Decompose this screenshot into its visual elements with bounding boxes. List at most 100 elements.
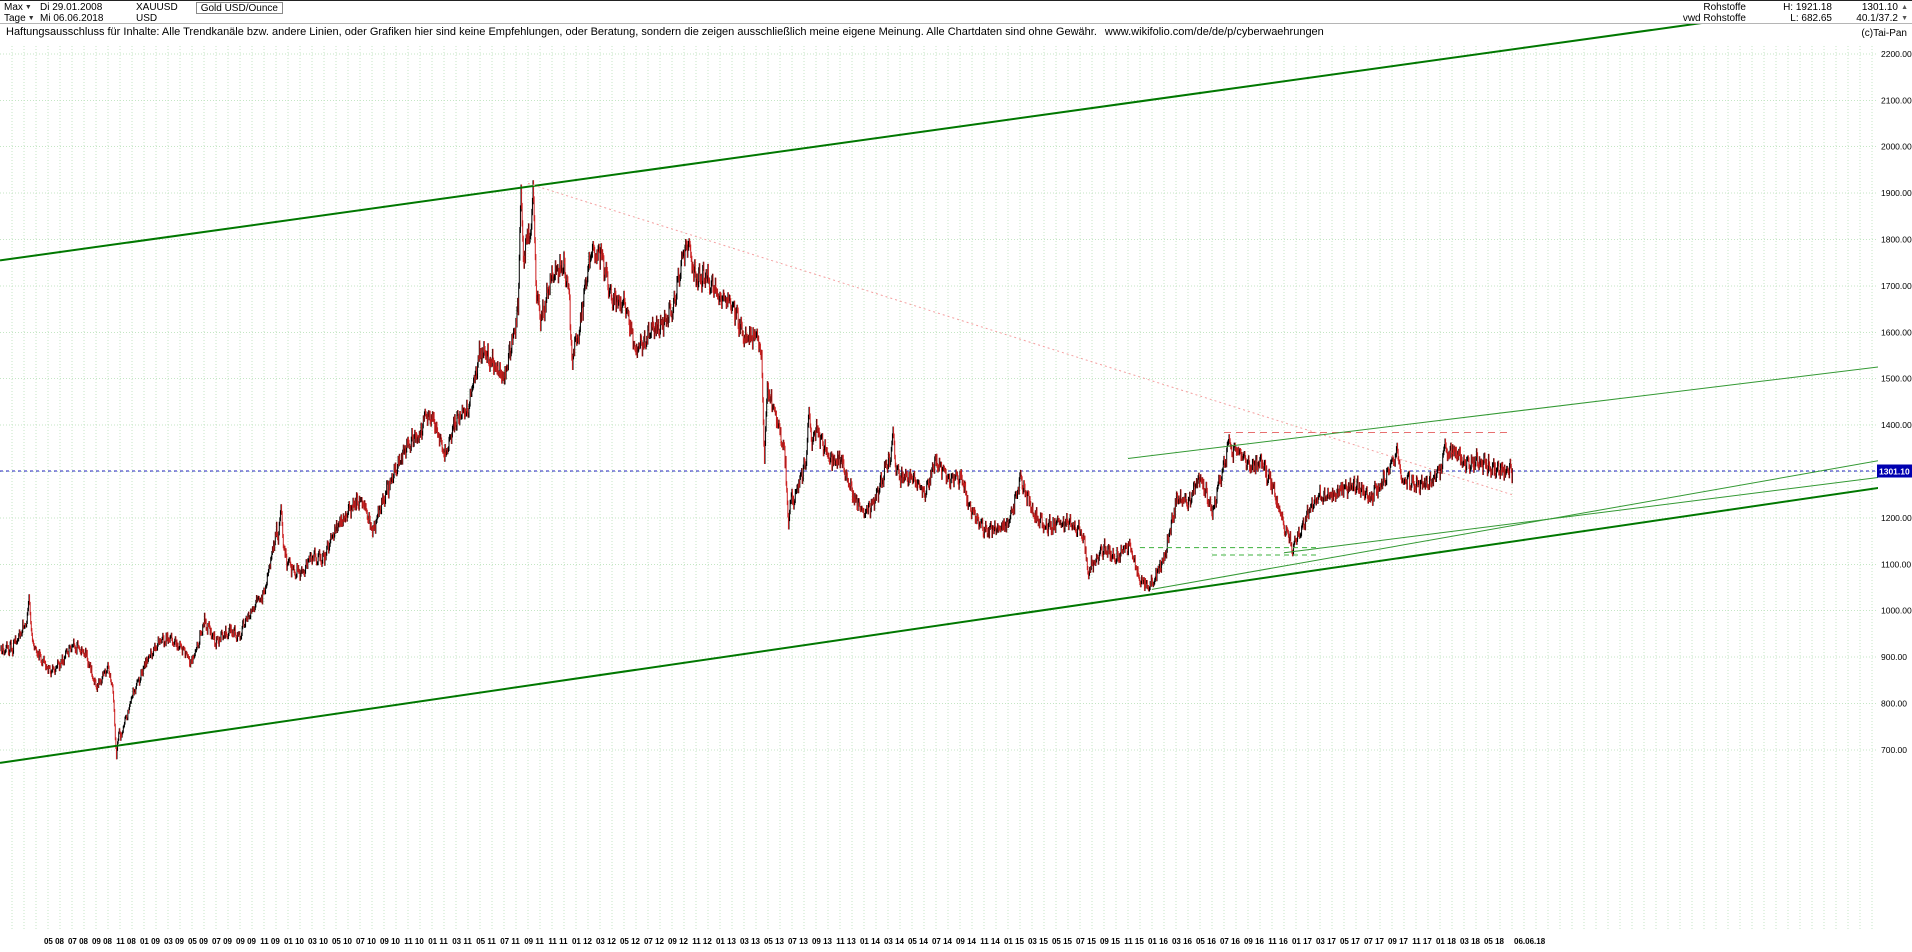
y-axis-label: 900.00	[1881, 652, 1907, 662]
chart-header: Max ▼ Di 29.01.2008 XAUUSD Gold USD/Ounc…	[0, 0, 1912, 24]
y-axis-label: 1500.00	[1881, 374, 1912, 384]
x-axis-label: 01 15	[1004, 937, 1025, 946]
period-selector-label: Tage	[4, 13, 26, 24]
x-axis-label: 07 16	[1220, 937, 1241, 946]
x-axis-label: 01 09	[140, 937, 161, 946]
x-axis-label: 11 13	[836, 937, 856, 946]
x-axis-label: 05 13	[764, 937, 785, 946]
x-axis-label: 11 17	[1412, 937, 1432, 946]
stat-text: 40.1/37.2	[1856, 13, 1898, 24]
alltime-high: H: 1921.18	[1783, 2, 1832, 13]
y-axis-label: 1900.00	[1881, 188, 1912, 198]
currency-label: USD	[136, 13, 158, 24]
price-chart[interactable]: 700.00 800.00 900.00 1000.00 1100.00 1200.00 1…	[0, 24, 1912, 952]
x-axis-label: 01 18	[1436, 937, 1457, 946]
candles-up	[0, 180, 1513, 760]
x-axis-label: 01 11	[428, 937, 448, 946]
x-axis-label: 09 12	[668, 937, 689, 946]
x-axis-label: 03 13	[740, 937, 761, 946]
header-row-2: Tage ▼ Mi 06.06.2018 USD vwd Rohstoffe L…	[0, 13, 1912, 24]
last-price-badge	[1877, 464, 1912, 478]
x-axis-label: 11 09	[260, 937, 280, 946]
x-axis-label: 11 10	[404, 937, 424, 946]
start-date: Di 29.01.2008	[40, 2, 103, 13]
y-axis-label: 2000.00	[1881, 142, 1912, 152]
x-axis-label: 03 18	[1460, 937, 1481, 946]
copyright-label: (c)Tai-Pan	[1861, 28, 1907, 39]
x-axis-label: 03 14	[884, 937, 905, 946]
y-axis-label: 1400.00	[1881, 420, 1912, 430]
y-axis-label: 1700.00	[1881, 281, 1912, 291]
last-price-badge-text: 1301.10	[1879, 467, 1910, 477]
x-axis-label: 01 13	[716, 937, 737, 946]
trendline-channel-lower[interactable]	[0, 485, 1896, 764]
period-selector[interactable]: Tage ▼	[4, 13, 40, 24]
x-axis-label: 07 09	[212, 937, 233, 946]
chevron-down-icon: ▼	[27, 15, 35, 22]
last-price-text: 1301.10	[1861, 2, 1898, 13]
x-axis-label: 07 17	[1364, 937, 1385, 946]
x-axis-label: 05 09	[188, 937, 209, 946]
x-axis-label: 05 17	[1340, 937, 1361, 946]
range-selector-label: Max	[4, 2, 23, 13]
x-axis-label: 09 16	[1244, 937, 1265, 946]
grid-vertical	[11, 46, 1873, 930]
x-axis-label: 11 11	[548, 937, 568, 946]
x-axis-label: 03 09	[164, 937, 185, 946]
x-axis-label: 09 17	[1388, 937, 1409, 946]
chevron-down-icon: ▼	[24, 4, 32, 11]
y-axis-label: 2200.00	[1881, 49, 1912, 59]
x-axis-label: 07 08	[68, 937, 89, 946]
trendline-fan-upper-thin[interactable]	[1127, 365, 1896, 459]
header-row-1: Max ▼ Di 29.01.2008 XAUUSD Gold USD/Ounc…	[0, 1, 1912, 14]
trendline-channel-upper[interactable]	[0, 24, 1896, 262]
x-axis-label: 03 12	[596, 937, 617, 946]
x-axis-label: 01 14	[860, 937, 881, 946]
y-axis-label: 800.00	[1881, 699, 1907, 709]
y-axis-label: 1100.00	[1881, 559, 1911, 569]
trendline-support2-thin[interactable]	[1283, 475, 1896, 554]
y-axis-label: 1600.00	[1881, 327, 1912, 337]
y-axis-label: 1200.00	[1881, 513, 1912, 523]
group-label: Rohstoffe	[1703, 2, 1746, 13]
x-axis-label: 07 14	[932, 937, 953, 946]
y-axis-label: 1800.00	[1881, 235, 1912, 245]
x-axis-label: 03 17	[1316, 937, 1337, 946]
x-axis-label: 05 15	[1052, 937, 1073, 946]
x-axis-label: 05 18	[1484, 937, 1505, 946]
range-selector[interactable]: Max ▼	[4, 2, 40, 13]
instrument-name[interactable]: Gold USD/Ounce	[195, 1, 283, 14]
x-axis-label: 03 10	[308, 937, 329, 946]
trendline-support-thin[interactable]	[1151, 458, 1896, 590]
x-axis-label: 01 12	[572, 937, 593, 946]
x-axis-label: 05 08	[44, 937, 65, 946]
symbol-label: XAUUSD	[136, 2, 178, 13]
x-axis-label: 09 13	[812, 937, 833, 946]
up-arrow-icon: ▲	[1901, 4, 1908, 11]
x-axis-label: 09 09	[236, 937, 257, 946]
x-axis-label: 05 10	[332, 937, 353, 946]
x-axis-label: 05 12	[620, 937, 641, 946]
x-axis-label: 09 14	[956, 937, 977, 946]
grid-horizontal	[0, 53, 1878, 751]
x-axis-label: 01 17	[1292, 937, 1313, 946]
x-axis-label: 07 11	[500, 937, 520, 946]
feed-label: vwd Rohstoffe	[1682, 13, 1746, 24]
y-axis-label: 700.00	[1881, 745, 1907, 755]
x-axis-label: 11 08	[116, 937, 136, 946]
down-arrow-icon: ▼	[1901, 15, 1908, 22]
x-axis-label: 03 11	[452, 937, 472, 946]
x-axis-label: 07 10	[356, 937, 377, 946]
disclaimer: Haftungsausschluss für Inhalte: Alle Tre…	[6, 26, 1324, 38]
candles-down	[1, 180, 1513, 760]
wikifolio-link[interactable]: www.wikifolio.com/de/de/p/cyberwaehrunge…	[1104, 26, 1324, 38]
x-axis-label: 07 15	[1076, 937, 1097, 946]
x-axis-label: 11 16	[1268, 937, 1288, 946]
x-axis-label: 03 16	[1172, 937, 1193, 946]
trendline-downtrend-dotted[interactable]	[527, 182, 1513, 496]
x-axis-label: 11 12	[692, 937, 712, 946]
x-axis-label: 05 11	[476, 937, 496, 946]
x-axis-end-label: 06.06.18	[1514, 937, 1546, 946]
x-axis-label: 09 11	[524, 937, 544, 946]
x-axis-label: 01 16	[1148, 937, 1169, 946]
